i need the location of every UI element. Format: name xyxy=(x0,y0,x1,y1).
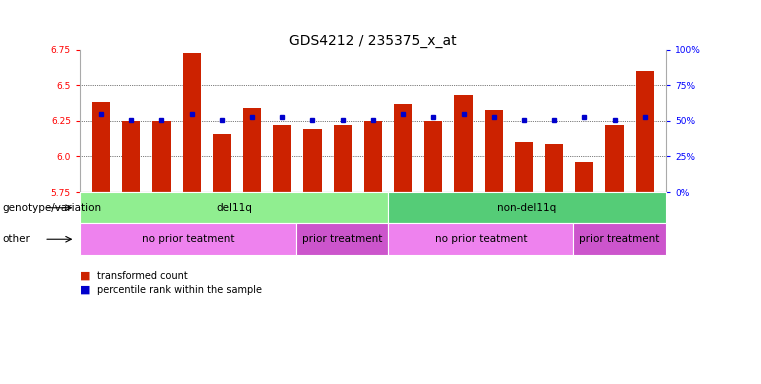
Title: GDS4212 / 235375_x_at: GDS4212 / 235375_x_at xyxy=(289,33,457,48)
Bar xyxy=(304,129,322,192)
Text: no prior teatment: no prior teatment xyxy=(435,234,527,244)
Text: transformed count: transformed count xyxy=(97,271,187,281)
Bar xyxy=(243,108,261,192)
Bar xyxy=(424,121,442,192)
Text: other: other xyxy=(2,234,30,244)
Bar xyxy=(575,162,594,192)
Text: genotype/variation: genotype/variation xyxy=(2,203,101,213)
Bar xyxy=(123,121,140,192)
Bar xyxy=(515,142,533,192)
Bar xyxy=(364,121,382,192)
Text: percentile rank within the sample: percentile rank within the sample xyxy=(97,285,262,295)
Bar xyxy=(485,109,503,192)
Text: no prior teatment: no prior teatment xyxy=(142,234,234,244)
Text: ■: ■ xyxy=(80,285,91,295)
Text: non-del11q: non-del11q xyxy=(498,203,557,213)
Bar xyxy=(606,125,623,192)
Text: prior treatment: prior treatment xyxy=(302,234,382,244)
Bar xyxy=(213,134,231,192)
Text: del11q: del11q xyxy=(216,203,252,213)
Bar xyxy=(394,104,412,192)
Bar xyxy=(545,144,563,192)
Text: ■: ■ xyxy=(80,271,91,281)
Bar xyxy=(92,103,110,192)
Bar xyxy=(333,125,352,192)
Bar xyxy=(183,53,201,192)
Bar xyxy=(152,121,170,192)
Bar xyxy=(454,95,473,192)
Text: prior treatment: prior treatment xyxy=(579,234,660,244)
Bar xyxy=(273,125,291,192)
Bar xyxy=(635,71,654,192)
